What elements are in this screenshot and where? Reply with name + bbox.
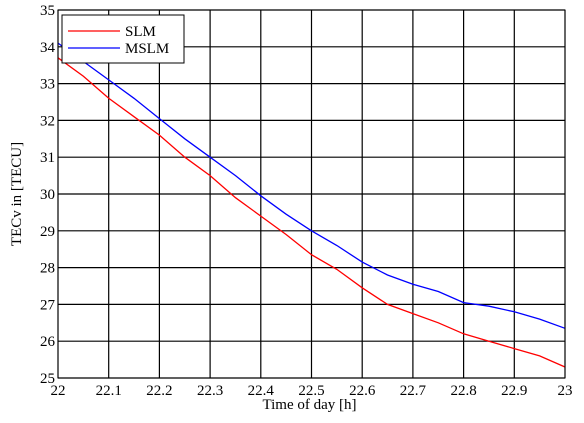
series-line-mslm: [57, 42, 566, 329]
legend-label-mslm: MSLM: [125, 41, 169, 57]
y-tick-label: 26: [40, 334, 56, 350]
x-tick-label: 23: [558, 383, 573, 399]
x-tick-label: 22.6: [349, 383, 376, 399]
y-tick-label: 31: [40, 150, 55, 166]
series-line-slm: [57, 57, 566, 368]
y-tick-label: 33: [40, 77, 55, 93]
y-tick-label: 35: [40, 3, 55, 19]
x-axis-label: Time of day [h]: [262, 397, 356, 413]
x-axis-ticks: 22 22.1 22.2 22.3 22.4 22.5 22.6 22.7 22.8 22.9 23: [51, 383, 573, 399]
y-tick-label: 32: [40, 113, 55, 129]
x-tick-label: 22.5: [298, 383, 324, 399]
x-tick-label: 22.2: [146, 383, 172, 399]
series-lines: [57, 42, 566, 368]
y-axis-label: TECv in [TECU]: [9, 142, 25, 246]
x-tick-label: 22.7: [400, 383, 427, 399]
x-tick-label: 22.9: [501, 383, 527, 399]
y-tick-label: 25: [40, 371, 55, 387]
x-tick-label: 22.4: [248, 383, 275, 399]
y-tick-label: 34: [40, 40, 56, 56]
x-tick-label: 22: [51, 383, 66, 399]
legend-label-slm: SLM: [125, 24, 156, 40]
x-tick-label: 22.3: [197, 383, 223, 399]
y-tick-label: 30: [40, 187, 55, 203]
y-tick-label: 27: [40, 297, 56, 313]
y-axis-ticks: 25 26 27 28 29 30 31 32 33 34 35: [40, 3, 56, 387]
grid-lines: [57, 9, 566, 379]
x-tick-label: 22.8: [450, 383, 476, 399]
x-tick-label: 22.1: [96, 383, 122, 399]
y-tick-label: 28: [40, 261, 55, 277]
legend-box: [61, 14, 185, 64]
y-tick-label: 29: [40, 224, 55, 240]
plot-frame: [57, 9, 566, 379]
